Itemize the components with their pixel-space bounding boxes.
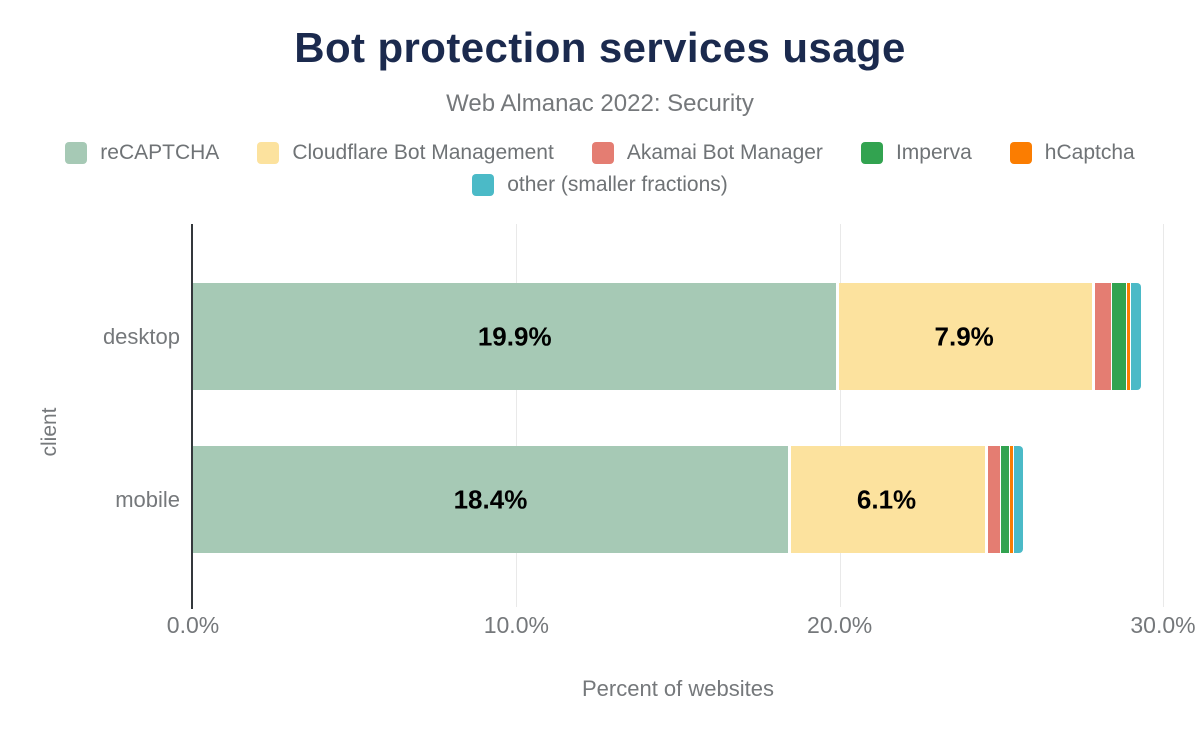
chart-subtitle: Web Almanac 2022: Security	[446, 90, 754, 117]
legend-swatch-recaptcha	[65, 142, 88, 164]
segment-mobile-other-smaller-fractions[interactable]	[1013, 446, 1023, 553]
segment-mobile-akamai-bot-manager[interactable]	[985, 446, 1000, 553]
x-tick-30-0: 30.0%	[1130, 612, 1196, 638]
legend-item-recaptcha[interactable]: reCAPTCHA	[65, 141, 219, 165]
segment-mobile-hcaptcha[interactable]	[1009, 446, 1014, 553]
segment-mobile-imperva[interactable]	[999, 446, 1010, 553]
legend-item-other-smaller-fractions[interactable]: other (smaller fractions)	[472, 173, 728, 197]
legend-item-hcaptcha[interactable]: hCaptcha	[1009, 141, 1135, 165]
legend: reCAPTCHA Cloudflare Bot Management Akamai…	[65, 141, 1135, 197]
bar-value-label: 6.1%	[856, 484, 917, 514]
x-tick-0-0: 0.0%	[166, 612, 220, 638]
segment-desktop-recaptcha[interactable]	[193, 283, 837, 390]
bar-mobile: 18.4% 6.1%	[193, 446, 1163, 553]
legend-label: other (smaller fractions)	[507, 173, 728, 196]
x-axis-ticks: 0.0% 10.0% 20.0% 30.0%	[167, 612, 1196, 640]
legend-item-cloudflare-bot-management[interactable]: Cloudflare Bot Management	[257, 141, 554, 165]
legend-label: Imperva	[895, 141, 972, 164]
x-tick-20-0: 20.0%	[807, 612, 873, 638]
legend-swatch-akamai-bot-manager	[591, 142, 614, 164]
legend-item-imperva[interactable]: Imperva	[860, 141, 972, 165]
segment-desktop-hcaptcha[interactable]	[1125, 283, 1130, 390]
segment-desktop-akamai-bot-manager[interactable]	[1091, 283, 1112, 390]
y-axis-title: client	[38, 407, 61, 457]
bar-value-label: 19.9%	[477, 321, 552, 351]
legend-swatch-imperva	[860, 142, 883, 164]
legend-label: Akamai Bot Manager	[626, 141, 823, 164]
gridline-10-0	[516, 224, 518, 607]
bar-value-label: 18.4%	[453, 484, 528, 514]
legend-label: hCaptcha	[1044, 141, 1135, 164]
legend-item-akamai-bot-manager[interactable]: Akamai Bot Manager	[591, 141, 823, 165]
plot-area: 19.9% 7.9% 18.4% 6.1%	[191, 224, 1164, 609]
legend-label: Cloudflare Bot Management	[292, 141, 554, 164]
x-axis-title: Percent of websites	[582, 676, 774, 701]
legend-swatch-hcaptcha	[1009, 142, 1032, 164]
segment-mobile-recaptcha[interactable]	[193, 446, 788, 553]
chart-title: Bot protection services usage	[294, 24, 906, 71]
gridline-20-0	[839, 224, 841, 607]
x-tick-10-0: 10.0%	[483, 612, 549, 638]
bar-desktop: 19.9% 7.9%	[193, 283, 1163, 390]
category-label-mobile: mobile	[115, 486, 180, 512]
segment-mobile-cloudflare-bot-management[interactable]	[787, 446, 986, 553]
y-axis-line	[191, 224, 193, 609]
legend-swatch-other-smaller-fractions	[472, 174, 495, 196]
category-label-desktop: desktop	[102, 323, 180, 349]
legend-swatch-cloudflare-bot-management	[257, 142, 280, 164]
segment-desktop-imperva[interactable]	[1111, 283, 1126, 390]
segment-desktop-other-smaller-fractions[interactable]	[1129, 283, 1141, 390]
segment-desktop-cloudflare-bot-management[interactable]	[836, 283, 1092, 390]
legend-label: reCAPTCHA	[100, 141, 220, 164]
gridline-30-0	[1163, 224, 1164, 607]
bar-value-label: 7.9%	[934, 321, 994, 351]
